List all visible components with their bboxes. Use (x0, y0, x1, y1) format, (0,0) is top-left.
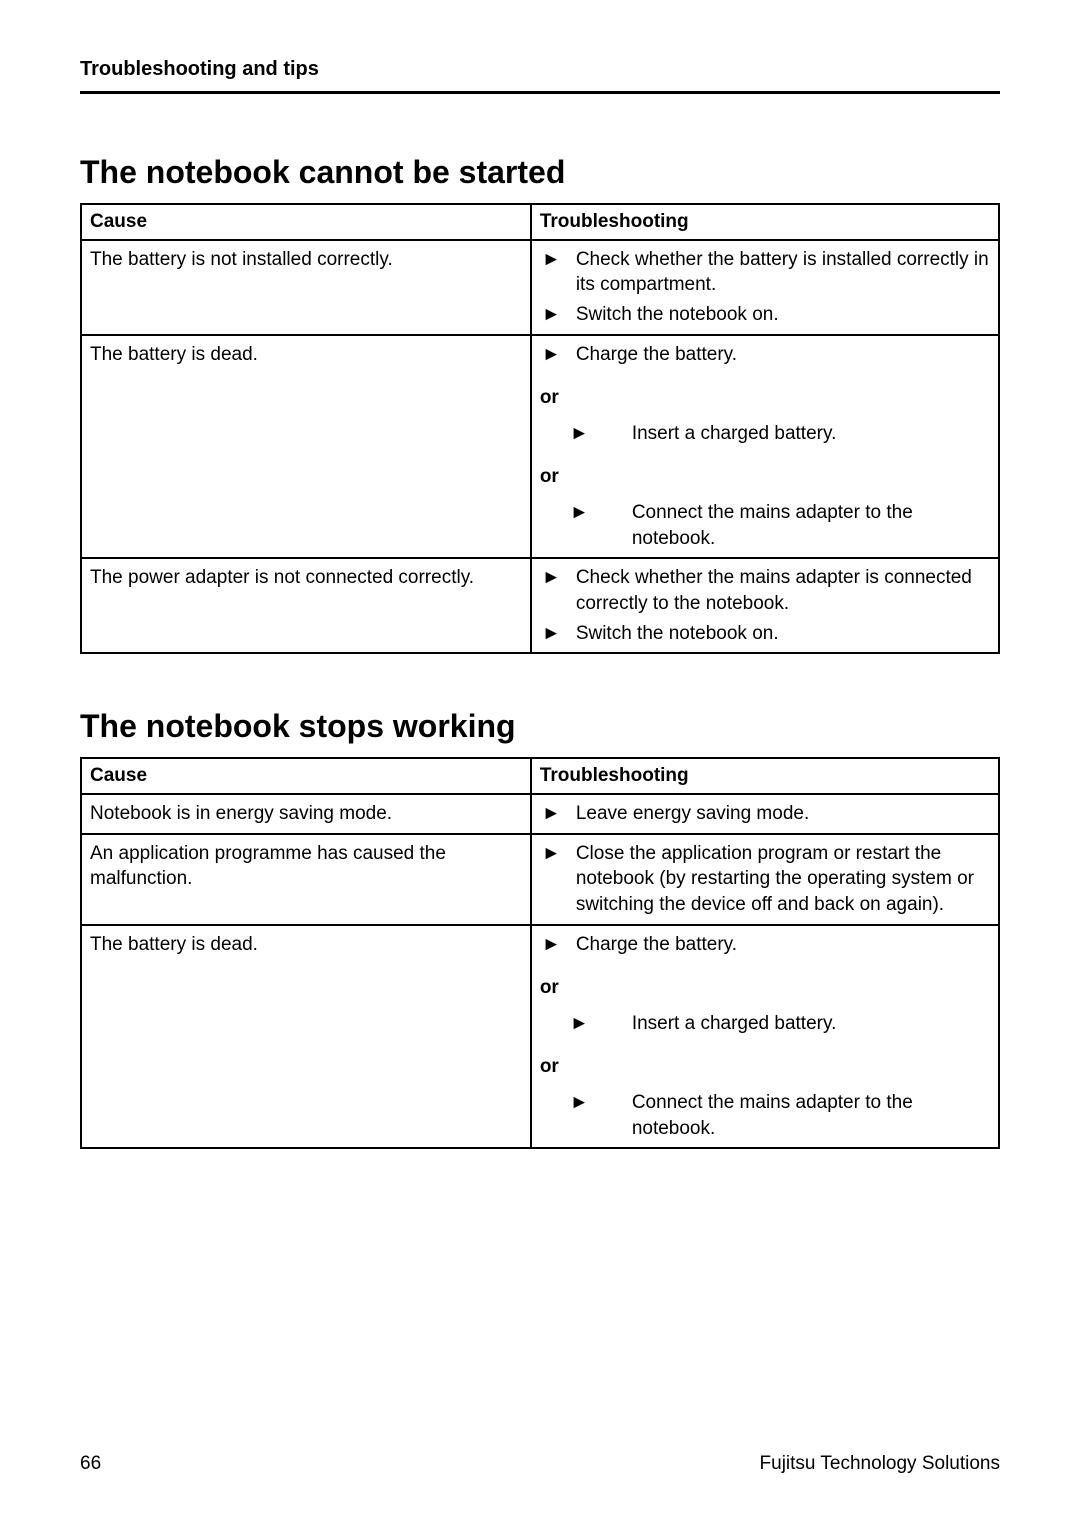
step-text: Leave energy saving mode. (576, 801, 990, 827)
step-item: ► Connect the mains adapter to the noteb… (540, 1090, 990, 1141)
table-row: The battery is dead. ► Charge the batter… (81, 925, 999, 1149)
fix-cell: ► Check whether the mains adapter is con… (531, 558, 999, 653)
page: Troubleshooting and tips The notebook ca… (0, 0, 1080, 1529)
table-header-row: Cause Troubleshooting (81, 204, 999, 240)
troubleshooting-table: Cause Troubleshooting The battery is not… (80, 203, 1000, 654)
section-title: The notebook stops working (80, 708, 1000, 745)
table-row: Notebook is in energy saving mode. ► Lea… (81, 794, 999, 834)
arrow-icon: ► (540, 1011, 632, 1037)
step-item: ► Insert a charged battery. (540, 1011, 990, 1037)
step-item: ► Insert a charged battery. (540, 421, 990, 447)
fix-cell: ► Check whether the battery is installed… (531, 240, 999, 335)
table-row: The power adapter is not connected corre… (81, 558, 999, 653)
steps-list: ► Charge the battery. or ► Insert a char… (540, 932, 990, 1142)
table-header-row: Cause Troubleshooting (81, 758, 999, 794)
fix-cell: ► Charge the battery. or ► Insert a char… (531, 335, 999, 559)
col-cause: Cause (81, 758, 531, 794)
arrow-icon: ► (540, 421, 632, 447)
section-gap (80, 654, 1000, 708)
arrow-icon: ► (540, 565, 576, 591)
step-item: ► Switch the notebook on. (540, 302, 990, 328)
running-header: Troubleshooting and tips (80, 58, 1000, 81)
steps-list: ► Close the application program or resta… (540, 841, 990, 918)
troubleshooting-table: Cause Troubleshooting Notebook is in ene… (80, 757, 1000, 1149)
arrow-icon: ► (540, 342, 576, 368)
fix-cell: ► Close the application program or resta… (531, 834, 999, 925)
step-text: Charge the battery. (576, 342, 990, 368)
step-item: ► Close the application program or resta… (540, 841, 990, 918)
cause-cell: An application programme has caused the … (81, 834, 531, 925)
table-row: The battery is not installed correctly. … (81, 240, 999, 335)
step-item: ► Connect the mains adapter to the noteb… (540, 500, 990, 551)
table-row: The battery is dead. ► Charge the batter… (81, 335, 999, 559)
step-text: Insert a charged battery. (632, 421, 990, 447)
fix-cell: ► Leave energy saving mode. (531, 794, 999, 834)
page-footer: 66 Fujitsu Technology Solutions (80, 1453, 1000, 1475)
step-item: ► Check whether the mains adapter is con… (540, 565, 990, 616)
arrow-icon: ► (540, 932, 576, 958)
step-text: Switch the notebook on. (576, 621, 990, 647)
arrow-icon: ► (540, 801, 576, 827)
step-item: ► Charge the battery. (540, 932, 990, 958)
step-item: ► Leave energy saving mode. (540, 801, 990, 827)
col-cause: Cause (81, 204, 531, 240)
arrow-icon: ► (540, 247, 576, 273)
step-item: ► Charge the battery. (540, 342, 990, 368)
or-label: or (540, 464, 990, 490)
step-text: Connect the mains adapter to the noteboo… (632, 500, 990, 551)
cause-cell: The battery is dead. (81, 335, 531, 559)
header-rule (80, 91, 1000, 94)
arrow-icon: ► (540, 302, 576, 328)
or-label: or (540, 975, 990, 1001)
col-fix: Troubleshooting (531, 204, 999, 240)
footer-brand: Fujitsu Technology Solutions (760, 1453, 1000, 1475)
step-text: Check whether the mains adapter is conne… (576, 565, 990, 616)
cause-cell: Notebook is in energy saving mode. (81, 794, 531, 834)
step-text: Insert a charged battery. (632, 1011, 990, 1037)
or-label: or (540, 385, 990, 411)
step-text: Close the application program or restart… (576, 841, 990, 918)
page-number: 66 (80, 1453, 101, 1475)
section-title: The notebook cannot be started (80, 154, 1000, 191)
table-row: An application programme has caused the … (81, 834, 999, 925)
col-fix: Troubleshooting (531, 758, 999, 794)
steps-list: ► Check whether the battery is installed… (540, 247, 990, 328)
fix-cell: ► Charge the battery. or ► Insert a char… (531, 925, 999, 1149)
steps-list: ► Check whether the mains adapter is con… (540, 565, 990, 646)
cause-cell: The battery is dead. (81, 925, 531, 1149)
step-item: ► Check whether the battery is installed… (540, 247, 990, 298)
cause-cell: The battery is not installed correctly. (81, 240, 531, 335)
arrow-icon: ► (540, 841, 576, 867)
step-item: ► Switch the notebook on. (540, 621, 990, 647)
cause-cell: The power adapter is not connected corre… (81, 558, 531, 653)
step-text: Switch the notebook on. (576, 302, 990, 328)
steps-list: ► Charge the battery. or ► Insert a char… (540, 342, 990, 552)
step-text: Charge the battery. (576, 932, 990, 958)
arrow-icon: ► (540, 500, 632, 526)
arrow-icon: ► (540, 621, 576, 647)
steps-list: ► Leave energy saving mode. (540, 801, 990, 827)
step-text: Connect the mains adapter to the noteboo… (632, 1090, 990, 1141)
step-text: Check whether the battery is installed c… (576, 247, 990, 298)
arrow-icon: ► (540, 1090, 632, 1116)
or-label: or (540, 1054, 990, 1080)
